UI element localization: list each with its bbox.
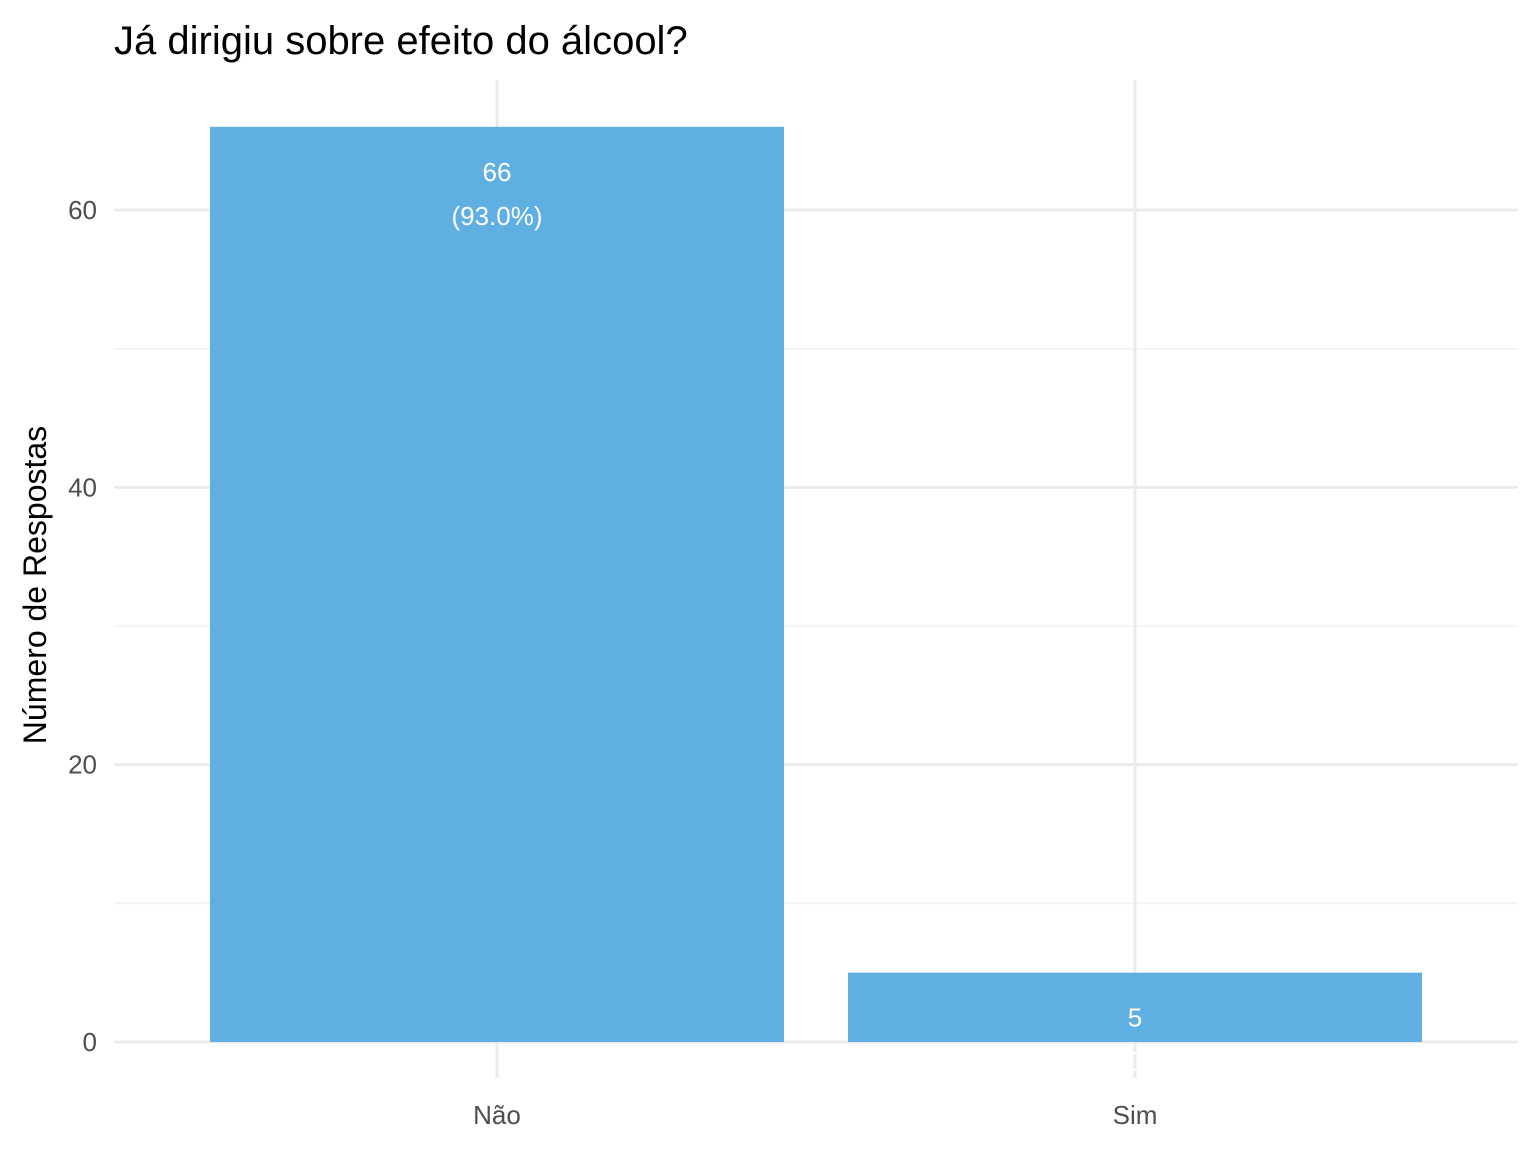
bars: 66 (93.0%) 5 (7.0%) (210, 126, 1422, 1077)
bar-count-label: 5 (1128, 1003, 1142, 1033)
bar-nao (210, 126, 784, 1043)
bar-percent-label: (93.0%) (451, 201, 542, 231)
y-axis-label: Número de Respostas (17, 426, 53, 744)
y-tick-label: 40 (68, 472, 97, 502)
bar-sim (848, 972, 1422, 1042)
x-tick-label: Sim (1113, 1100, 1158, 1130)
y-tick-label: 20 (68, 750, 97, 780)
chart-title: Já dirigiu sobre efeito do álcool? (114, 19, 688, 63)
bar-percent-label: (7.0%) (1097, 1047, 1174, 1077)
x-tick-label: Não (473, 1100, 521, 1130)
bar-count-label: 66 (483, 157, 512, 187)
y-tick-label: 0 (83, 1027, 97, 1057)
axis-ticks: 0 20 40 60 Não Sim (68, 195, 1157, 1130)
y-tick-label: 60 (68, 195, 97, 225)
